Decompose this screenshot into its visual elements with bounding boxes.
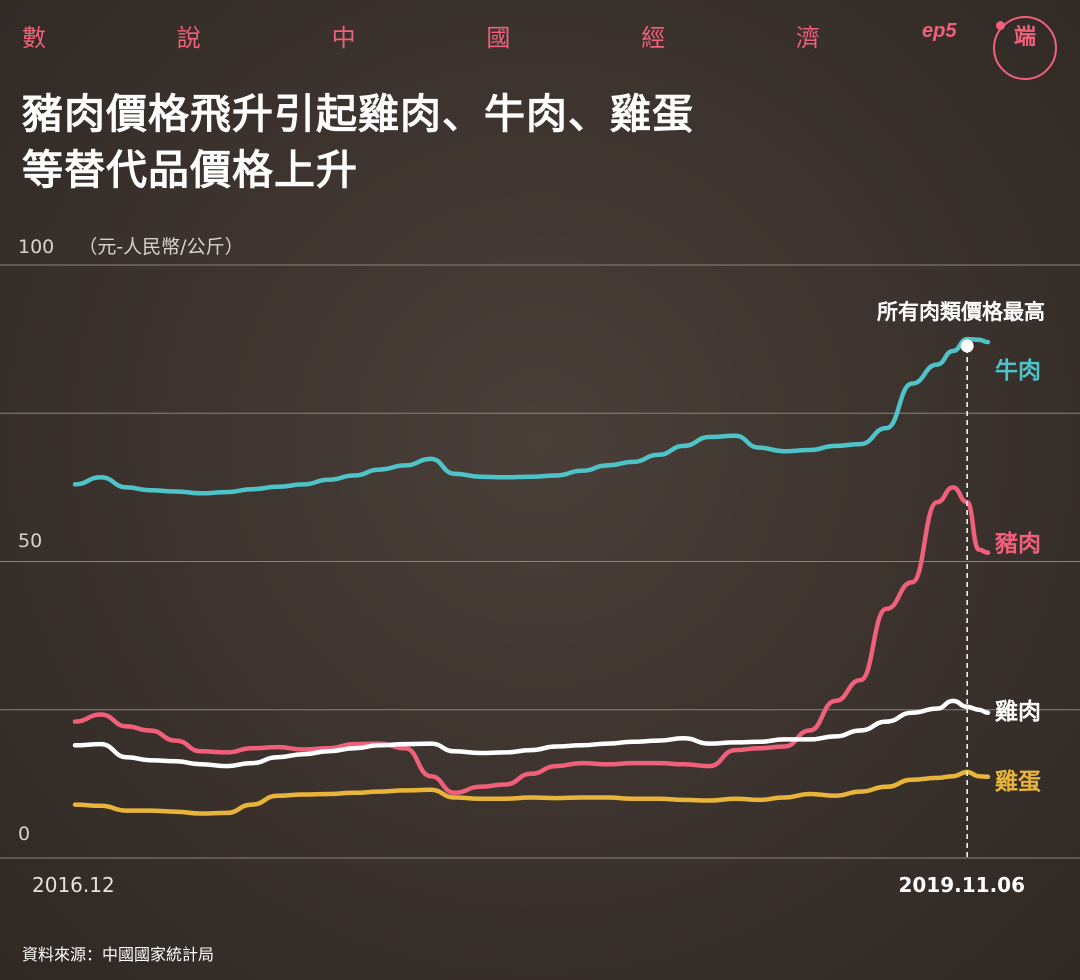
logo-glyph: 端 <box>1013 25 1036 50</box>
logo-dot <box>996 21 1005 30</box>
series-line <box>72 336 991 496</box>
series-char: 濟 <box>795 24 822 52</box>
annotation-label: 所有肉類價格最高 <box>877 300 1045 324</box>
axis-top-row: 100 （元-人民幣/公斤） <box>18 232 244 259</box>
series-line <box>72 769 991 816</box>
series-line <box>72 485 991 796</box>
series-label: 牛肉 <box>995 358 1041 384</box>
series-line <box>72 698 991 769</box>
series-label: 雞蛋 <box>994 768 1041 795</box>
series-char: 中 <box>331 24 358 52</box>
series-char: 說 <box>176 24 203 52</box>
headline-line-2: 等替代品價格上升 <box>22 146 358 194</box>
chart-headline: 豬肉價格飛升引起雞肉、牛肉、雞蛋 等替代品價格上升 <box>22 86 872 198</box>
series-title: 數 說 中 國 經 濟 <box>22 18 822 53</box>
series-char: 國 <box>486 24 513 52</box>
headline-line-1: 豬肉價格飛升引起雞肉、牛肉、雞蛋 <box>22 90 694 138</box>
y-tick-label: 50 <box>18 530 42 552</box>
x-tick-label: 2019.11.06 <box>898 873 1025 897</box>
series-label: 雞肉 <box>994 698 1041 725</box>
episode-label: ep5 <box>922 20 957 42</box>
y-tick-label-max: 100 <box>18 236 55 258</box>
y-tick-label: 0 <box>18 823 30 845</box>
series-char: 數 <box>22 24 48 52</box>
series-char: 經 <box>641 24 668 52</box>
peak-marker-dot <box>960 339 974 353</box>
logo: 端 <box>993 16 1057 80</box>
series-label: 豬肉 <box>994 531 1041 557</box>
unit-label: （元-人民幣/公斤） <box>78 236 244 258</box>
x-tick-label: 2016.12 <box>32 873 115 897</box>
source-note: 資料來源：中國國家統計局 <box>22 945 215 964</box>
